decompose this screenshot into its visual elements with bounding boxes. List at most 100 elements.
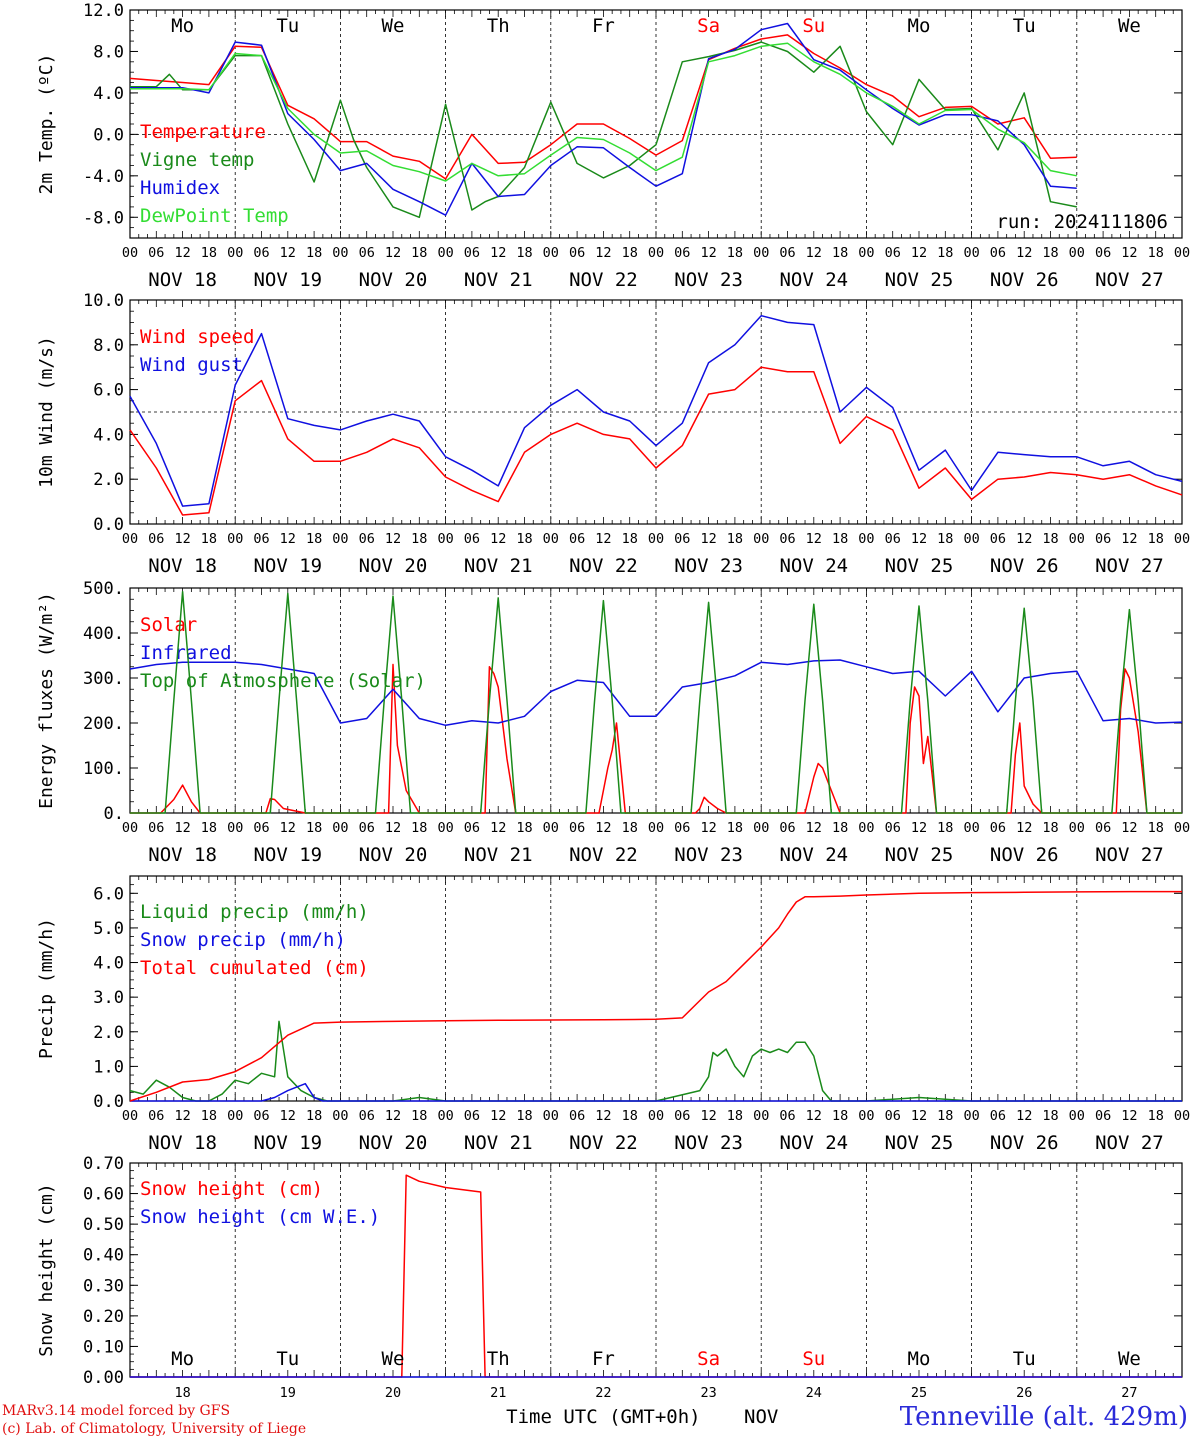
hour-label: 00 <box>332 1108 348 1124</box>
bottom-day-number: 25 <box>911 1385 927 1401</box>
hour-label: 18 <box>727 531 743 547</box>
weekday-label: Mo <box>171 15 194 37</box>
hour-label: 00 <box>332 245 348 261</box>
hour-label: 00 <box>543 531 559 547</box>
day-label: NOV 22 <box>569 844 638 866</box>
hour-label: 06 <box>464 820 480 836</box>
hour-label: 18 <box>516 531 532 547</box>
day-label: NOV 22 <box>569 1132 638 1154</box>
y-axis-title: Energy fluxes (W/m²) <box>36 592 57 809</box>
hour-label: 00 <box>1069 531 1085 547</box>
hour-label: 06 <box>990 531 1006 547</box>
hour-label: 06 <box>674 245 690 261</box>
hour-label: 12 <box>1121 531 1137 547</box>
series-line-precip-1 <box>130 1082 1182 1102</box>
hour-label: 06 <box>253 245 269 261</box>
hour-label: 18 <box>727 820 743 836</box>
hour-label: 18 <box>1042 245 1058 261</box>
y-tick-label: -4.0 <box>83 167 124 187</box>
hour-label: 12 <box>700 1108 716 1124</box>
hour-label: 00 <box>227 531 243 547</box>
legend-entry: Snow precip (mm/h) <box>140 929 346 951</box>
legend-entry: Snow height (cm) <box>140 1178 323 1200</box>
hour-label: 12 <box>280 820 296 836</box>
hour-label: 06 <box>359 1108 375 1124</box>
hour-label: 18 <box>1042 531 1058 547</box>
hour-label: 06 <box>359 531 375 547</box>
day-label: NOV 27 <box>1095 844 1164 866</box>
y-tick-label: -8.0 <box>83 208 124 228</box>
day-label: NOV 25 <box>885 1132 954 1154</box>
bottom-month: NOV <box>744 1406 778 1428</box>
hour-label: 00 <box>753 245 769 261</box>
hour-label: 06 <box>885 820 901 836</box>
legend-entry: Infrared <box>140 642 232 664</box>
y-axis-title: Snow height (cm) <box>36 1183 57 1356</box>
hour-label: 12 <box>1016 1108 1032 1124</box>
hour-label: 12 <box>280 245 296 261</box>
hour-label: 06 <box>464 1108 480 1124</box>
y-tick-label: 300. <box>83 669 124 689</box>
y-axis-title: 10m Wind (m/s) <box>36 336 57 488</box>
weekday-label: We <box>382 15 405 37</box>
weekday-label: We <box>1118 1348 1141 1370</box>
day-label: NOV 23 <box>674 555 743 577</box>
y-tick-label: 0.0 <box>93 125 124 145</box>
y-tick-label: 5.0 <box>93 919 124 939</box>
day-label: NOV 20 <box>359 555 428 577</box>
day-label: NOV 21 <box>464 1132 533 1154</box>
hour-label: 00 <box>858 531 874 547</box>
hour-label: 06 <box>253 531 269 547</box>
day-label: NOV 19 <box>253 269 322 291</box>
bottom-day-number: 24 <box>806 1385 822 1401</box>
hour-label: 18 <box>201 820 217 836</box>
series-line-temp-1 <box>130 41 1077 219</box>
hour-label: 18 <box>832 1108 848 1124</box>
legend-entry: Total cumulated (cm) <box>140 957 369 979</box>
day-label: NOV 23 <box>674 844 743 866</box>
day-label: NOV 21 <box>464 844 533 866</box>
y-tick-label: 1.0 <box>93 1057 124 1077</box>
weekday-label: Tu <box>1013 1348 1036 1370</box>
day-label: NOV 19 <box>253 844 322 866</box>
series-line-temp-0 <box>129 34 1077 180</box>
day-label: NOV 26 <box>990 844 1059 866</box>
bottom-day-number: 21 <box>490 1385 506 1401</box>
weekday-label: Sa <box>697 15 720 37</box>
hour-label: 12 <box>806 531 822 547</box>
hour-label: 18 <box>516 1108 532 1124</box>
hour-label: 18 <box>1148 1108 1164 1124</box>
hour-label: 00 <box>858 245 874 261</box>
legend-entry: Snow height (cm W.E.) <box>140 1206 380 1228</box>
bottom-day-number: 22 <box>595 1385 611 1401</box>
hour-label: 18 <box>1042 820 1058 836</box>
hour-label: 06 <box>779 245 795 261</box>
hour-label: 00 <box>437 245 453 261</box>
hour-label: 12 <box>806 245 822 261</box>
hour-label: 06 <box>148 245 164 261</box>
hour-label: 18 <box>516 245 532 261</box>
hour-label: 18 <box>306 245 322 261</box>
hour-label: 12 <box>700 820 716 836</box>
y-axis-title: Precip (mm/h) <box>36 918 57 1059</box>
series-line-wind-0 <box>129 366 1183 516</box>
hour-label: 06 <box>253 820 269 836</box>
hour-label: 00 <box>753 531 769 547</box>
y-tick-label: 4.0 <box>93 84 124 104</box>
y-tick-label: 500. <box>83 579 124 599</box>
hour-label: 00 <box>753 820 769 836</box>
hour-label: 00 <box>963 531 979 547</box>
weekday-label: Th <box>487 1348 510 1370</box>
hour-label: 18 <box>201 1108 217 1124</box>
hour-label: 06 <box>1095 820 1111 836</box>
hour-label: 18 <box>937 245 953 261</box>
legend-entry: Top of Atmosphere (Solar) <box>140 670 426 692</box>
hour-label: 12 <box>911 531 927 547</box>
hour-label: 12 <box>595 820 611 836</box>
y-tick-label: 0.60 <box>83 1185 124 1205</box>
hour-label: 18 <box>622 1108 638 1124</box>
hour-label: 00 <box>543 245 559 261</box>
legend-entry: Vigne temp <box>140 149 254 171</box>
y-tick-label: 0.0 <box>93 515 124 535</box>
hour-label: 06 <box>1095 531 1111 547</box>
